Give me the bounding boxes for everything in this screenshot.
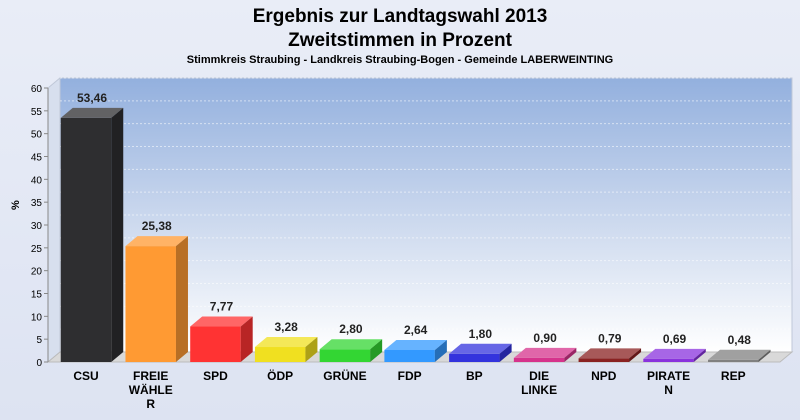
y-tick-label: 20: [31, 267, 43, 278]
data-label: 0,69: [663, 332, 687, 346]
x-tick-label: REP: [721, 369, 746, 383]
y-tick-label: 10: [31, 312, 43, 323]
grid-lines: [60, 77, 792, 330]
data-label: 1,80: [469, 327, 493, 341]
bar: [708, 349, 771, 362]
data-label: 2,64: [404, 323, 428, 337]
bar: [643, 348, 706, 362]
data-label: 7,77: [210, 300, 234, 314]
y-axis: 0 5 10 15 20 25 30 35 40 45 50 55 60: [31, 84, 49, 369]
chart-caption: Stimmkreis Straubing - Landkreis Straubi…: [186, 54, 614, 66]
x-tick-label: FREIE WÄHLE R: [129, 369, 173, 411]
bar: [60, 107, 124, 362]
chart-title: Ergebnis zur Landtagswahl 2013: [252, 6, 548, 27]
y-tick-label: 50: [31, 130, 43, 141]
x-tick-label: ÖDP: [267, 368, 293, 383]
x-tick-label: DIE LINKE: [521, 369, 557, 397]
x-tick-label: PIRATE N: [647, 369, 690, 397]
y-tick-label: 35: [31, 198, 43, 209]
data-label: 25,38: [142, 219, 172, 233]
y-tick-label: 60: [31, 84, 43, 95]
x-tick-label: CSU: [73, 369, 98, 383]
y-tick-label: 55: [31, 107, 43, 118]
data-label: 53,46: [77, 91, 107, 105]
x-tick-label: GRÜNE: [323, 368, 366, 383]
bar: [190, 316, 253, 362]
bars: [60, 107, 771, 362]
data-label: 0,48: [728, 333, 752, 347]
bar: [319, 339, 383, 362]
y-tick-label: 15: [31, 290, 43, 301]
x-tick-label: SPD: [203, 369, 228, 383]
y-tick-label: 30: [31, 221, 43, 232]
chart-subtitle: Zweitstimmen in Prozent: [288, 30, 512, 51]
bar: [449, 343, 512, 362]
x-tick-label: FDP: [398, 369, 422, 383]
data-label: 0,79: [598, 331, 622, 345]
data-label: 3,28: [275, 320, 299, 334]
bar: [254, 337, 318, 362]
bar: [578, 348, 642, 362]
y-tick-label: 45: [31, 153, 43, 164]
data-labels: 53,46 25,38 7,77 3,28 2,80 2,64 1,80 0,90 0,79 0,…: [77, 91, 751, 347]
bar: [384, 339, 447, 362]
x-axis-labels: CSU FREIE WÄHLE R SPD ÖDP GRÜNE FDP BP DIE LINKE NP…: [73, 368, 745, 411]
data-label: 0,90: [533, 331, 557, 345]
y-tick-label: 40: [31, 175, 43, 186]
bar: [513, 347, 577, 362]
bar: [125, 236, 188, 362]
y-tick-label: 0: [36, 358, 42, 369]
x-tick-label: BP: [466, 369, 483, 383]
y-tick-label: 25: [31, 244, 43, 255]
y-tick-label: 5: [36, 335, 42, 346]
x-tick-label: NPD: [591, 369, 617, 383]
data-label: 2,80: [339, 322, 363, 336]
